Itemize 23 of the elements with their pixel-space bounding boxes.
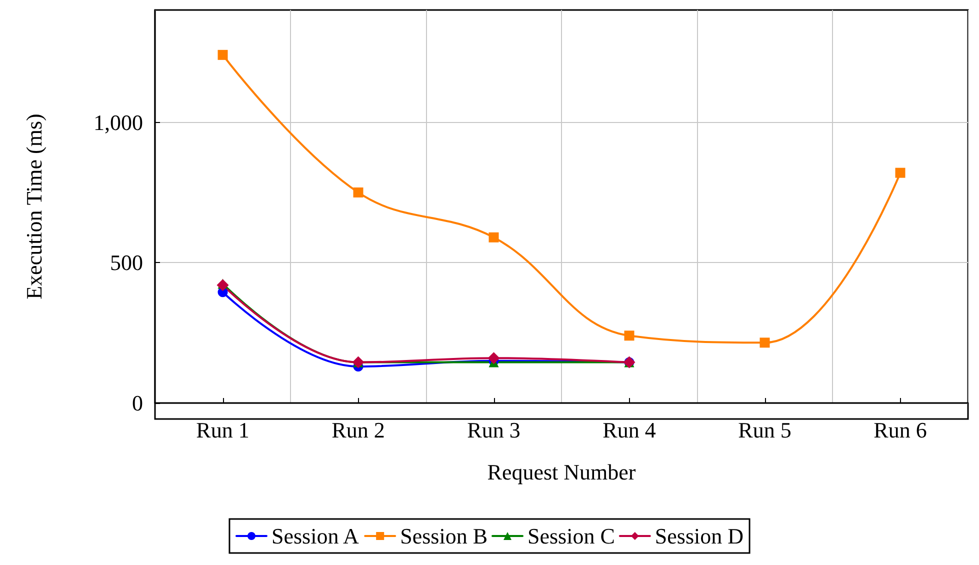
x-tick-label: Run 3: [467, 418, 520, 442]
y-tick-label: 0: [132, 390, 143, 416]
point: [488, 232, 499, 242]
point: [216, 279, 229, 292]
x-tick-label: Run 2: [332, 418, 385, 442]
point: [895, 168, 906, 178]
y-tick-label: 500: [110, 250, 143, 276]
y-axis-title: Execution Time (ms): [22, 114, 46, 300]
legend-label: Session D: [654, 524, 744, 548]
x-tick-label: Run 1: [196, 418, 250, 442]
x-tick-label: Run 6: [874, 418, 927, 442]
x-tick-label: Run 5: [738, 418, 792, 442]
point: [218, 50, 228, 60]
legend-label: Session C: [528, 524, 615, 548]
point: [624, 330, 634, 341]
legend-label: Session B: [400, 524, 488, 548]
x-tick-label: Run 4: [602, 418, 656, 442]
x-axis-title: Request Number: [487, 460, 636, 484]
y-tick-label: 1,000: [94, 110, 143, 135]
legend-label: Session A: [271, 524, 359, 548]
point: [488, 352, 500, 364]
point: [353, 187, 364, 198]
point: [760, 338, 770, 348]
